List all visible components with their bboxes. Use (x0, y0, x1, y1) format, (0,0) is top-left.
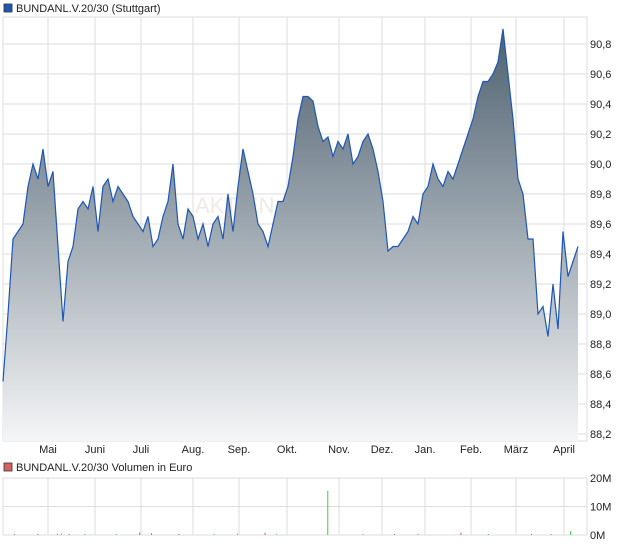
volume-bar (213, 533, 215, 535)
y-tick-label: 90,6 (590, 69, 611, 81)
volume-bar (84, 534, 86, 535)
x-tick-label: Dez. (371, 444, 394, 456)
volume-bar (68, 534, 70, 535)
x-tick-label: März (504, 444, 528, 456)
y-tick-label: 90,8 (590, 39, 611, 51)
y-tick-label: 88,4 (590, 399, 611, 411)
price-line (2, 28, 579, 382)
volume-bar (139, 532, 141, 535)
y-tick-label: 89,8 (590, 189, 611, 201)
x-tick-label: Okt. (277, 444, 297, 456)
volume-legend-swatch (3, 462, 13, 472)
volume-bar (487, 534, 489, 535)
volume-bar (150, 533, 152, 535)
volume-bar (276, 533, 278, 535)
volume-bar (237, 533, 239, 535)
x-tick-label: Jan. (415, 444, 436, 456)
y-tick-label: 88,2 (590, 429, 611, 441)
volume-y-axis: 0M 10M 20M (590, 473, 611, 542)
volume-bar (37, 534, 39, 535)
y-tick-label: 88,6 (590, 369, 611, 381)
y-tick-label: 89,0 (590, 309, 611, 321)
x-tick-label: Feb. (460, 444, 482, 456)
y-tick-label: 89,6 (590, 219, 611, 231)
x-tick-label: Nov. (328, 444, 350, 456)
price-area (3, 29, 578, 441)
x-tick-label: Aug. (182, 444, 205, 456)
volume-bars (13, 490, 572, 535)
price-y-axis: 88,2 88,4 88,6 88,8 89,0 89,2 89,4 89,6 89,8 90,0… (590, 39, 611, 441)
y-tick-label: 20M (590, 473, 611, 485)
x-tick-label: Sep. (228, 444, 251, 456)
x-axis: Mai Juni Juli Aug. Sep. Okt. Nov. Dez. Jan. Feb. M… (39, 444, 575, 456)
volume-bar (264, 532, 266, 535)
volume-bar (178, 534, 180, 535)
y-tick-label: 0M (590, 530, 605, 542)
y-tick-label: 89,4 (590, 249, 611, 261)
x-tick-label: Juli (133, 444, 150, 456)
volume-bar (327, 490, 329, 535)
y-tick-label: 89,2 (590, 279, 611, 291)
volume-bar (13, 534, 15, 535)
x-tick-label: Juni (85, 444, 105, 456)
volume-bar (56, 533, 58, 535)
volume-bar (60, 533, 62, 535)
volume-bar (417, 533, 419, 535)
price-plot (2, 28, 579, 441)
volume-bar (570, 531, 572, 535)
y-tick-label: 10M (590, 502, 611, 514)
y-tick-label: 90,0 (590, 159, 611, 171)
x-tick-label: April (553, 444, 575, 456)
volume-grid (2, 477, 588, 536)
volume-bar (393, 534, 395, 535)
y-tick-label: 88,8 (590, 339, 611, 351)
price-legend-swatch (3, 3, 13, 13)
volume-bar (362, 534, 364, 535)
volume-bar (460, 532, 462, 535)
volume-bar (115, 534, 117, 535)
y-tick-label: 90,4 (590, 99, 611, 111)
price-legend-label: BUNDANL.V.20/30 (Stuttgart) (16, 3, 161, 15)
volume-bar (530, 534, 532, 535)
volume-bar (550, 534, 552, 535)
x-tick-label: Mai (39, 444, 57, 456)
volume-legend-label: BUNDANL.V.20/30 Volumen in Euro (16, 462, 192, 474)
y-tick-label: 90,2 (590, 129, 611, 141)
